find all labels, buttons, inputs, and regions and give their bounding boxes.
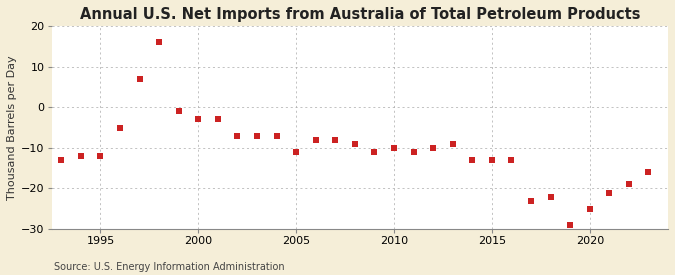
Point [545, 194, 556, 199]
Title: Annual U.S. Net Imports from Australia of Total Petroleum Products: Annual U.S. Net Imports from Australia o… [80, 7, 640, 22]
Point [389, 146, 400, 150]
Point [330, 138, 341, 142]
Point [506, 158, 517, 162]
Point [467, 158, 478, 162]
Point [154, 40, 165, 44]
Point [408, 150, 419, 154]
Point [271, 133, 282, 138]
Point [369, 150, 380, 154]
Point [213, 117, 223, 122]
Point [56, 158, 67, 162]
Point [604, 190, 615, 195]
Point [134, 76, 145, 81]
Point [585, 207, 595, 211]
Point [232, 133, 243, 138]
Point [173, 109, 184, 114]
Point [565, 223, 576, 227]
Point [643, 170, 654, 174]
Point [428, 146, 439, 150]
Point [95, 154, 106, 158]
Point [76, 154, 86, 158]
Point [252, 133, 263, 138]
Point [487, 158, 497, 162]
Point [291, 150, 302, 154]
Y-axis label: Thousand Barrels per Day: Thousand Barrels per Day [7, 55, 17, 200]
Point [526, 199, 537, 203]
Point [448, 142, 458, 146]
Point [115, 125, 126, 130]
Point [624, 182, 634, 187]
Text: Source: U.S. Energy Information Administration: Source: U.S. Energy Information Administ… [54, 262, 285, 272]
Point [350, 142, 360, 146]
Point [193, 117, 204, 122]
Point [310, 138, 321, 142]
